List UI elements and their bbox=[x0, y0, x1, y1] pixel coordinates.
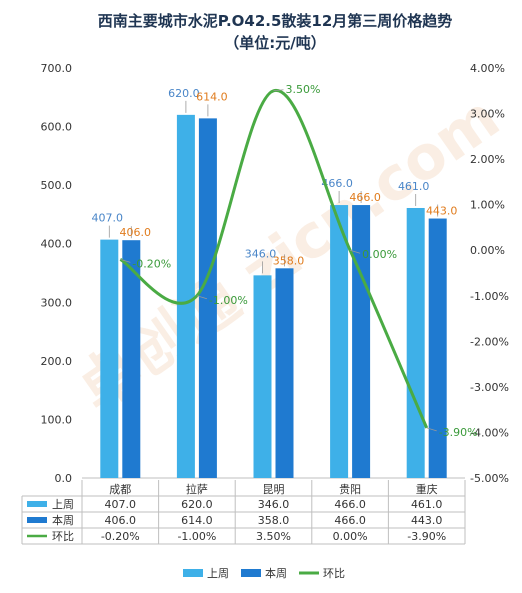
line-label-leader bbox=[120, 258, 131, 263]
bar-prev-week bbox=[330, 205, 349, 479]
table-row-label: 上周 bbox=[52, 498, 74, 511]
table-cell: 406.0 bbox=[105, 514, 137, 527]
table-row-label: 环比 bbox=[52, 530, 74, 543]
bar-this-label: 443.0 bbox=[426, 205, 458, 218]
left-axis-tick: 700.0 bbox=[41, 62, 73, 75]
bar-this-week bbox=[122, 240, 141, 478]
table-legend-swatch bbox=[27, 517, 47, 523]
bar-this-week bbox=[198, 118, 217, 478]
category-label: 昆明 bbox=[263, 483, 285, 496]
table-legend-swatch bbox=[27, 501, 47, 507]
table-cell: 466.0 bbox=[334, 514, 366, 527]
legend-label: 本周 bbox=[265, 566, 287, 580]
left-axis-tick: 100.0 bbox=[41, 413, 73, 426]
table-cell: 614.0 bbox=[181, 514, 213, 527]
bar-this-label: 358.0 bbox=[273, 254, 305, 267]
bar-this-label: 406.0 bbox=[120, 226, 152, 239]
right-axis-tick: 3.00% bbox=[470, 108, 505, 121]
table-cell: -0.20% bbox=[101, 530, 140, 543]
line-label-leader bbox=[426, 427, 437, 432]
left-axis-tick: 500.0 bbox=[41, 179, 73, 192]
bar-prev-week bbox=[176, 114, 195, 478]
bar-prev-label: 466.0 bbox=[321, 177, 353, 190]
table-cell: -3.90% bbox=[407, 530, 446, 543]
legend-label: 上周 bbox=[207, 567, 229, 580]
line-point-label: 0.00% bbox=[362, 248, 397, 261]
legend-label: 环比 bbox=[323, 567, 345, 580]
line-label-leader bbox=[273, 89, 284, 92]
table-cell: 3.50% bbox=[256, 530, 291, 543]
table-cell: 358.0 bbox=[258, 514, 290, 527]
table-cell: 461.0 bbox=[411, 498, 443, 511]
category-label: 拉萨 bbox=[186, 482, 208, 496]
left-axis-tick: 400.0 bbox=[41, 238, 73, 251]
table-cell: 443.0 bbox=[411, 514, 443, 527]
line-point-label: -3.90% bbox=[439, 426, 478, 439]
table-cell: -1.00% bbox=[177, 530, 216, 543]
bar-prev-label: 461.0 bbox=[398, 180, 430, 193]
bar-this-label: 614.0 bbox=[196, 90, 228, 103]
left-axis-tick: 200.0 bbox=[41, 355, 73, 368]
legend-swatch bbox=[241, 569, 261, 577]
bar-this-week bbox=[275, 268, 294, 478]
legend-swatch bbox=[183, 569, 203, 577]
right-axis-tick: -2.00% bbox=[470, 335, 509, 348]
line-point-label: -0.20% bbox=[132, 257, 171, 270]
bar-prev-label: 620.0 bbox=[168, 87, 200, 100]
right-axis-tick: 0.00% bbox=[470, 244, 505, 257]
table-cell: 407.0 bbox=[105, 498, 137, 511]
right-axis-tick: -1.00% bbox=[470, 290, 509, 303]
left-axis-tick: 0.0 bbox=[55, 472, 73, 485]
table-cell: 466.0 bbox=[334, 498, 366, 511]
bar-prev-week bbox=[253, 275, 272, 478]
chart-title: 西南主要城市水泥P.O42.5散装12月第三周价格趋势 bbox=[97, 12, 453, 30]
right-axis-tick: -3.00% bbox=[470, 381, 509, 394]
bar-this-label: 466.0 bbox=[349, 191, 381, 204]
category-label: 成都 bbox=[109, 483, 131, 496]
line-point-label: -1.00% bbox=[209, 294, 248, 307]
right-axis-tick: -4.00% bbox=[470, 426, 509, 439]
right-axis-tick: -5.00% bbox=[470, 472, 509, 485]
bar-prev-label: 407.0 bbox=[92, 212, 124, 225]
category-label: 贵阳 bbox=[339, 483, 361, 496]
category-label: 重庆 bbox=[416, 482, 438, 496]
right-axis-tick: 2.00% bbox=[470, 153, 505, 166]
left-axis-tick: 600.0 bbox=[41, 121, 73, 134]
table-cell: 346.0 bbox=[258, 498, 290, 511]
bar-prev-label: 346.0 bbox=[245, 247, 277, 260]
table-cell: 0.00% bbox=[333, 530, 368, 543]
table-row-label: 本周 bbox=[52, 513, 74, 527]
bar-this-week bbox=[352, 205, 371, 479]
line-label-leader bbox=[349, 249, 361, 254]
right-axis-tick: 4.00% bbox=[470, 62, 505, 75]
right-axis-tick: 1.00% bbox=[470, 199, 505, 212]
line-point-label: 3.50% bbox=[286, 83, 321, 96]
bar-prev-week bbox=[100, 239, 119, 478]
chart-subtitle: （单位:元/吨） bbox=[224, 34, 326, 52]
bar-this-week bbox=[428, 218, 447, 478]
bar-prev-week bbox=[406, 207, 425, 478]
line-label-leader bbox=[196, 295, 208, 300]
table-cell: 620.0 bbox=[181, 498, 213, 511]
left-axis-tick: 300.0 bbox=[41, 296, 73, 309]
